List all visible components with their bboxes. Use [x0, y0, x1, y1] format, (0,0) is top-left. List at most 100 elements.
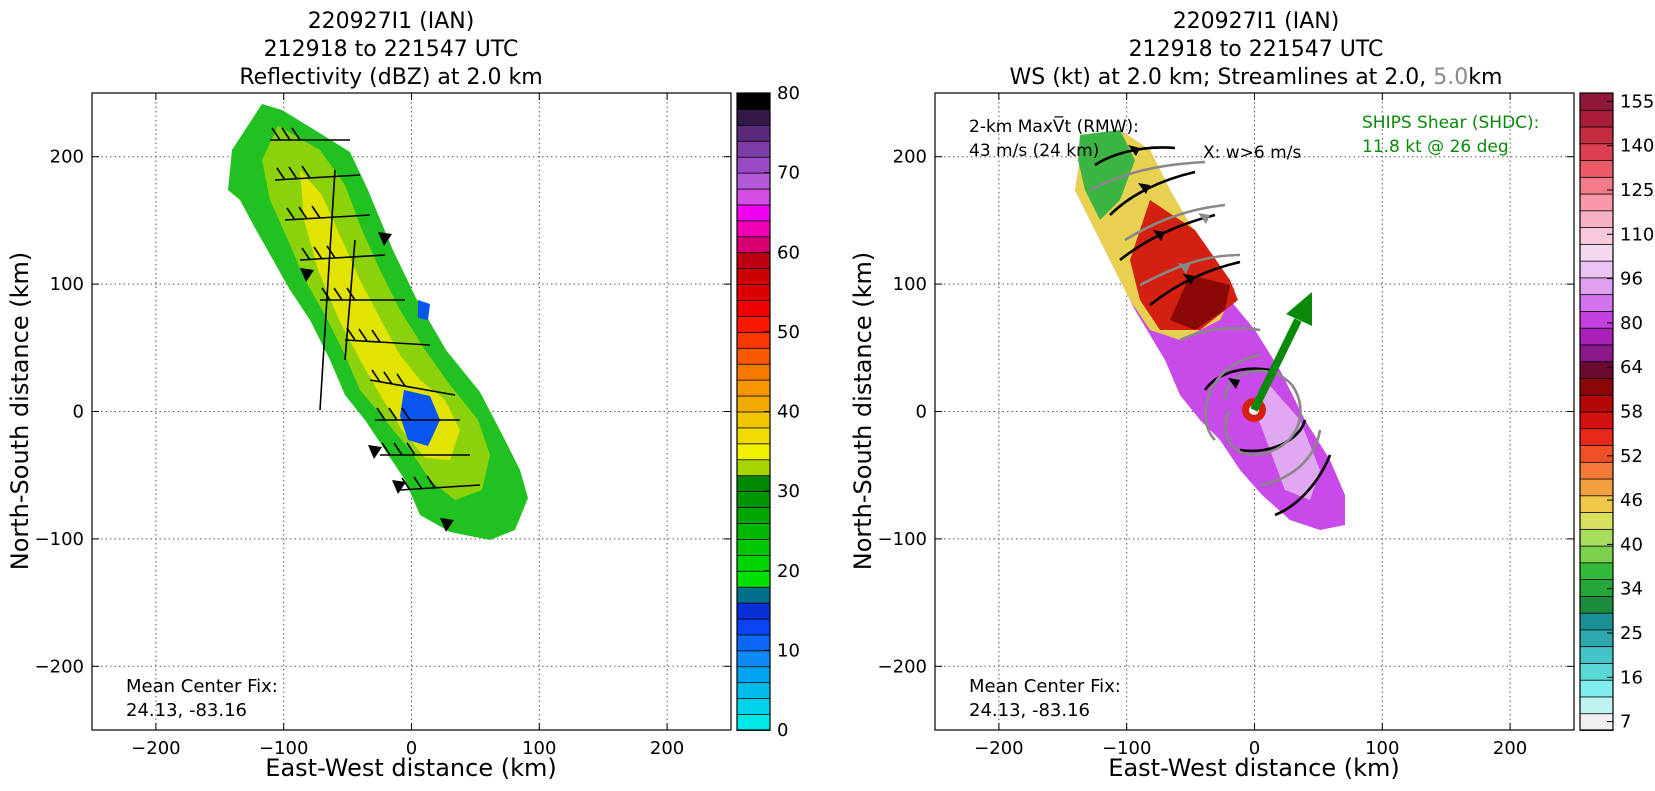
left-colorbar-tick-label: 50: [777, 322, 800, 343]
left-colorbar-segment: [736, 506, 771, 524]
streamline-arrow-4: [1183, 274, 1195, 285]
left-colorbar-segment: [736, 251, 771, 270]
left-colorbar-tick-label: 60: [777, 242, 800, 263]
left-colorbar-segment: [736, 634, 771, 652]
left-ytick-label: 200: [50, 147, 84, 168]
left-colorbar-tick-label: 20: [777, 561, 800, 582]
left-colorbar-segment: [736, 458, 771, 477]
streamline-gray-4: [1179, 326, 1261, 342]
right-colorbar-segment: [1579, 226, 1614, 245]
right-colorbar-segment: [1579, 561, 1614, 581]
reflectivity-core: [300, 170, 460, 460]
right-xlabel: East-West distance (km): [1108, 754, 1399, 782]
left-colorbar-segment: [736, 697, 771, 715]
right-colorbar-tick-label: 125: [1620, 180, 1654, 201]
left-colorbar-segment: [736, 331, 771, 349]
barb-staff-11: [319, 169, 356, 411]
left-colorbar-tick-label: 40: [777, 402, 800, 423]
left-colorbar-segment: [736, 490, 771, 508]
right-xtick-label: 100: [1365, 738, 1399, 759]
right-ticks: −200 −100 0 100 200 −200 −100 0 100 200: [878, 93, 1574, 759]
left-colorbar-segment: [736, 665, 771, 684]
right-xtick-label: 0: [1249, 738, 1260, 759]
streamline-arrow-7: [1178, 263, 1190, 274]
barb-flag-3: [368, 445, 382, 459]
left-colorbar-segment: [736, 713, 771, 731]
right-colorbar-segment: [1579, 494, 1614, 513]
left-colorbar-segment: [736, 140, 771, 158]
right-colorbar-segment: [1579, 511, 1614, 530]
right-colorbar-segment: [1579, 629, 1614, 648]
left-title-line-2: 212918 to 221547 UTC: [264, 37, 519, 62]
streamline-arrow-1: [1128, 145, 1140, 156]
maxvt-value: 43 m/s (24 km): [969, 141, 1099, 161]
left-colorbar-tick-label: 0: [777, 720, 788, 741]
barb-staff-1: [270, 127, 350, 141]
left-colorbar-tick-label: 30: [777, 481, 800, 502]
right-colorbar-segment: [1579, 478, 1614, 497]
right-colorbar-segment: [1579, 344, 1614, 363]
left-xlabel: East-West distance (km): [265, 754, 556, 782]
left-colorbar-tick-label: 70: [777, 163, 800, 184]
right-colorbar-segment: [1579, 193, 1614, 212]
barb-staff-6: [344, 327, 431, 346]
ships-shear-value: 11.8 kt @ 26 deg: [1362, 137, 1509, 157]
barb-staff-4: [299, 245, 386, 261]
left-colorbar-tick-label: 80: [777, 83, 800, 104]
barb-staff-8: [375, 407, 460, 421]
streamline-arrowheads: [1128, 145, 1240, 389]
left-colorbar-segment: [736, 108, 771, 126]
right-colorbar-segment: [1579, 377, 1614, 396]
reflectivity-panel: 220927I1 (IAN) 212918 to 221547 UTC Refl…: [6, 9, 800, 782]
left-xtick-label: 0: [406, 738, 417, 759]
barb-staff-9: [380, 442, 470, 456]
right-colorbar-segment: [1579, 327, 1614, 346]
right-colorbar-segment: [1579, 260, 1614, 279]
right-colorbar-segment: [1579, 444, 1614, 463]
right-colorbar-tick-label: 64: [1620, 357, 1643, 378]
left-colorbar-segment: [736, 427, 771, 445]
left-title-line-1: 220927I1 (IAN): [308, 9, 475, 34]
left-colorbar-segment: [736, 267, 771, 285]
right-colorbar-segment: [1579, 578, 1614, 597]
left-center-fix-value: 24.13, -83.16: [126, 700, 247, 721]
left-colorbar-segment: [736, 315, 771, 333]
maxvt-label: 2-km MaxV̅t (RMW):: [969, 115, 1139, 137]
left-colorbar-segment: [736, 156, 771, 174]
right-ylabel: North-South distance (km): [849, 252, 877, 571]
streamline-gray-ring-2: [1204, 353, 1261, 441]
barb-staff-2: [274, 165, 361, 181]
left-colorbar-segment: [736, 681, 771, 700]
left-ylabel: North-South distance (km): [6, 252, 34, 571]
left-ytick-label: −200: [35, 656, 84, 677]
ships-shear-label: SHIPS Shear (SHDC):: [1362, 113, 1539, 133]
shear-vector-shaft: [1250, 318, 1302, 412]
right-colorbar-segment: [1579, 360, 1614, 379]
left-ticks: −200 −100 0 100 200 −200 −100 0 100 200: [35, 93, 731, 759]
right-colorbar-tick-label: 16: [1620, 667, 1643, 688]
left-colorbar-segment: [736, 347, 771, 365]
right-colorbar-tick-label: 40: [1620, 534, 1643, 555]
wind-barb-flags: [300, 232, 454, 532]
right-xtick-label: −200: [974, 738, 1023, 759]
right-center-fix-label: Mean Center Fix:: [969, 676, 1121, 697]
right-colorbar-segment: [1579, 645, 1614, 664]
right-colorbar-segment: [1579, 293, 1614, 312]
left-colorbar-segment: [736, 649, 771, 668]
barb-flag-5: [440, 518, 454, 532]
left-colorbar-segment: [736, 283, 771, 301]
barb-flag-4: [392, 480, 406, 494]
streamline-black-5: [1203, 367, 1271, 391]
right-colorbar-segment: [1579, 126, 1614, 145]
right-title-line-3: WS (kt) at 2.0 km; Streamlines at 2.0, 5…: [1010, 65, 1503, 90]
streamline-arrow-2: [1138, 183, 1150, 194]
windspeed-colorbar: [1579, 92, 1614, 731]
shear-vector-head: [1286, 292, 1312, 326]
right-colorbar-segment: [1579, 612, 1614, 631]
right-colorbar-segment: [1579, 394, 1614, 413]
left-colorbar-segment: [736, 554, 771, 572]
left-colorbar-segment: [736, 411, 771, 429]
right-colorbar-segment: [1579, 461, 1614, 480]
right-title-line-3-unit: km: [1468, 65, 1502, 90]
left-colorbar-segment: [736, 172, 771, 190]
